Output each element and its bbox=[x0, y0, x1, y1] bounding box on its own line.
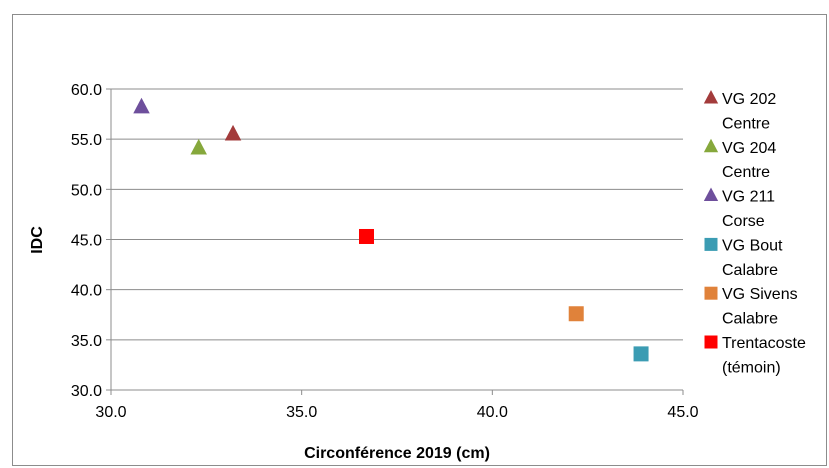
data-point bbox=[568, 306, 584, 322]
legend-label: VG 204 bbox=[722, 140, 776, 157]
x-tick-label: 35.0 bbox=[286, 404, 317, 421]
x-axis-label: Circonférence 2019 (cm) bbox=[304, 445, 490, 462]
legend-label: (témoin) bbox=[722, 359, 781, 376]
legend-label: Trentacoste bbox=[722, 335, 806, 352]
y-tick-label: 50.0 bbox=[71, 182, 102, 199]
legend-label: Calabre bbox=[722, 262, 778, 279]
legend-label: Corse bbox=[722, 213, 765, 230]
data-point bbox=[633, 346, 649, 362]
legend-marker bbox=[703, 187, 719, 202]
legend-marker bbox=[704, 286, 718, 300]
y-axis-label: IDC bbox=[29, 226, 46, 254]
y-tick-label: 35.0 bbox=[71, 333, 102, 350]
legend-label: Centre bbox=[722, 164, 770, 181]
data-point bbox=[358, 228, 374, 244]
legend-label: Calabre bbox=[722, 311, 778, 328]
tick-labels: 30.0 35.0 40.0 45.0 50.0 55.0 60.0 30.0 35.0 40.0… bbox=[71, 82, 699, 421]
legend-marker bbox=[704, 237, 718, 251]
x-tick-label: 40.0 bbox=[477, 404, 508, 421]
data-points bbox=[133, 97, 649, 362]
legend-marker bbox=[703, 138, 719, 153]
data-point bbox=[190, 138, 207, 155]
legend-marker bbox=[704, 335, 718, 349]
y-tick-label: 40.0 bbox=[71, 283, 102, 300]
y-tick-label: 55.0 bbox=[71, 132, 102, 149]
legend-label: VG Bout bbox=[722, 237, 783, 254]
legend-marker bbox=[703, 89, 719, 104]
legend-label: Centre bbox=[722, 115, 770, 132]
legend-label: VG 211 bbox=[722, 189, 775, 206]
legend-label: VG 202 bbox=[722, 91, 776, 108]
gridlines bbox=[111, 88, 683, 341]
legend: VG 202 Centre VG 204 Centre VG 211 Corse VG Bo… bbox=[703, 89, 806, 376]
y-tick-label: 60.0 bbox=[71, 82, 102, 99]
axes bbox=[106, 88, 684, 395]
data-point bbox=[224, 124, 242, 141]
y-tick-label: 30.0 bbox=[71, 383, 102, 400]
y-tick-label: 45.0 bbox=[71, 233, 102, 250]
x-tick-label: 45.0 bbox=[667, 404, 698, 421]
legend-label: VG Sivens bbox=[722, 286, 798, 303]
x-tick-label: 30.0 bbox=[95, 404, 126, 421]
data-point bbox=[133, 97, 150, 114]
